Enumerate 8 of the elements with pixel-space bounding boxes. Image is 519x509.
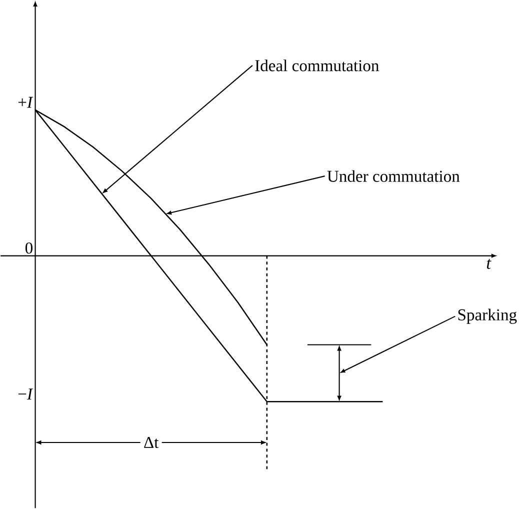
annotation: −I	[18, 388, 34, 400]
text: t	[486, 259, 492, 270]
text: Sparking	[458, 308, 517, 324]
text: +I	[18, 97, 34, 108]
text: Ideal commutation	[255, 60, 379, 72]
annotation: 0	[25, 242, 33, 254]
annotation: Under commutation	[327, 170, 460, 182]
text: Δt	[144, 437, 159, 448]
